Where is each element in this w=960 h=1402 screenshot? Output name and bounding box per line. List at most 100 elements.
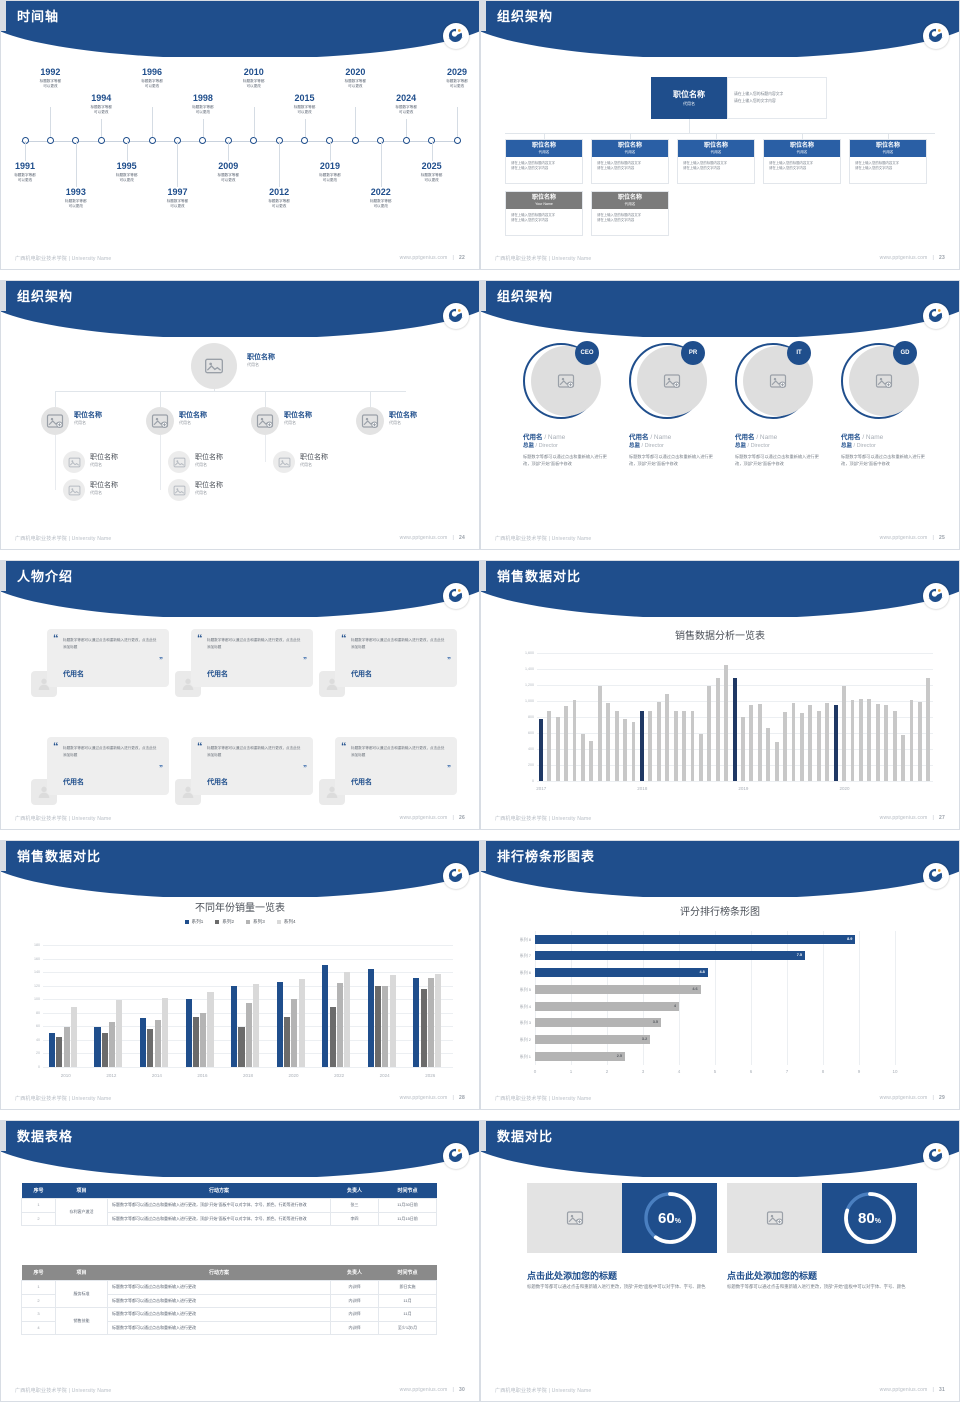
org-box[interactable]: 职位名称 代用名 请在上输入您的标题内容文字 请在上输入您的文字内容	[505, 139, 583, 184]
timeline-dot[interactable]	[301, 137, 309, 144]
table-row[interactable]: 1 存利客户激活 标题数字等都可以通过点击和重新输入进行更改，顶部“开始”面板中可以…	[21, 1198, 437, 1226]
quote-card[interactable]: “ 标题数字等都可以通过点击和重新输入进行更改，点击此处添加标题” 代用名	[335, 629, 457, 687]
legend-item[interactable]: 系列1	[184, 919, 203, 925]
bar	[336, 982, 343, 1067]
bar	[757, 704, 762, 781]
timeline-item-top[interactable]: 1998 标题数字等都 可以更改	[170, 93, 236, 115]
slide-timeline: 时间轴 1992 标题数字等都 可以更改 1994 标题数字等都 可以更改 1996 标题数字…	[0, 0, 480, 270]
timeline-dot[interactable]	[199, 137, 207, 144]
timeline-axis	[21, 141, 461, 142]
org-root-name: 职位名称	[673, 90, 705, 99]
timeline-item-bottom[interactable]: 1995 标题数字等都 可以更改	[94, 161, 160, 183]
table-row[interactable]: 4 标题数字等都可以通过点击和重新输入进行更改 内训师 至少1次/月	[21, 1320, 437, 1335]
org-node-sub-level[interactable]: 职位名称 代用名	[90, 453, 118, 468]
timeline-dot[interactable]	[46, 137, 54, 144]
timeline-item-bottom[interactable]: 2019 标题数字等都 可以更改	[297, 161, 363, 183]
timeline-item-top[interactable]: 2020 标题数字等都 可以更改	[322, 67, 388, 89]
timeline-dot[interactable]	[351, 137, 359, 144]
org-node-sub-level[interactable]: 职位名称 代用名	[195, 481, 223, 496]
timeline-item-top[interactable]: 2029 标题数字等都 可以更改	[424, 67, 479, 89]
timeline-year: 2012	[269, 187, 290, 197]
legend-swatch	[215, 920, 220, 924]
timeline-dot[interactable]	[148, 137, 156, 144]
org-node-sub-level[interactable]: 职位名称 代用名	[195, 453, 223, 468]
bar	[606, 702, 611, 781]
cell-owner: 内训师	[330, 1320, 379, 1335]
timeline-item-top[interactable]: 2015 标题数字等都 可以更改	[272, 93, 338, 115]
table-row[interactable]: 3 销售技能 标题数字等都可以通过点击和重新输入进行更改 内训师 11月	[21, 1307, 437, 1335]
bar-category-label: 系列 3	[519, 1020, 531, 1026]
quote-author: 代用名	[351, 779, 372, 786]
bar	[56, 1036, 63, 1067]
org-node-sub-level[interactable]: 职位名称 代用名	[300, 453, 328, 468]
footer-url: www.pptgenius.com	[879, 1387, 928, 1393]
org-root-box[interactable]: 职位名称 代用名	[651, 77, 727, 119]
action-table-secondary[interactable]: 序号 项目 行动方案 负责人 时间节点 1 服务标准 标题数字等都可以通过点击和重新输入进行更…	[21, 1265, 437, 1335]
table-row[interactable]: 2 标题数字等都可以通过点击和重新输入进行更改，顶部“开始”面板中可以对字体、字号…	[21, 1211, 437, 1226]
timeline-item-top[interactable]: 1992 标题数字等都 可以更改	[17, 67, 83, 89]
timeline-item-bottom[interactable]: 2022 标题数字等都 可以更改	[348, 187, 414, 209]
timeline-item-bottom[interactable]: 2009 标题数字等都 可以更改	[195, 161, 261, 183]
timeline-item-bottom[interactable]: 1997 标题数字等都 可以更改	[144, 187, 210, 209]
legend-item[interactable]: 系列2	[215, 919, 234, 925]
footer: 广西机电职业技术学院 | University Name www.pptgeni…	[15, 815, 465, 822]
quote-author: 代用名	[351, 671, 372, 678]
action-table-primary[interactable]: 序号 项目 行动方案 负责人 时间节点 1 存利客户激活 标题数字等都可以通过点击和重新输入进…	[21, 1183, 437, 1226]
org-box-desc: 请在上输入您的标题内容文字 请在上输入您的文字内容	[855, 161, 900, 170]
bar	[63, 1027, 70, 1067]
org-connector	[265, 391, 266, 407]
legend-item[interactable]: 系列4	[276, 919, 296, 925]
timeline-item-bottom[interactable]: 2025 标题数字等都 可以更改	[399, 161, 465, 183]
timeline-item-bottom[interactable]: 1991 标题数字等都 可以更改	[1, 161, 58, 183]
bar	[231, 985, 238, 1067]
quote-card[interactable]: “ 标题数字等都可以通过点击和重新输入进行更改，点击此处添加标题” 代用名	[335, 737, 457, 795]
bar	[382, 985, 389, 1067]
org-node[interactable]: 职位名称 代用名	[74, 411, 102, 426]
org-node-sub-level[interactable]: 职位名称 代用名	[90, 481, 118, 496]
timeline-item-top[interactable]: 2010 标题数字等都 可以更改	[221, 67, 287, 89]
org-box-name: 职位名称	[617, 142, 642, 149]
org-box-secondary[interactable]: 职位名称 代用名 请在上输入您的标题内容文字 请在上输入您的文字内容	[591, 191, 669, 236]
quote-card[interactable]: “ 标题数字等都可以通过点击和重新输入进行更改，点击此处添加标题” 代用名	[191, 737, 313, 795]
table-row[interactable]: 1 服务标准 标题数字等都可以通过点击和重新输入进行更改 内训师 即日实施	[21, 1280, 437, 1308]
cell-plan: 标题数字等都可以通过点击和重新输入进行更改	[107, 1280, 331, 1295]
timeline-item-bottom[interactable]: 2012 标题数字等都 可以更改	[246, 187, 312, 209]
timeline-item-top[interactable]: 2024 标题数字等都 可以更改	[373, 93, 439, 115]
quote-card[interactable]: “ 标题数字等都可以通过点击和重新输入进行更改，点击此处添加标题” 代用名	[47, 737, 169, 795]
org-box-sub: 代用名	[796, 149, 808, 154]
bar	[623, 718, 627, 781]
bar	[101, 1033, 108, 1067]
quote-open-icon: “	[341, 741, 347, 753]
timeline-dot[interactable]	[97, 137, 105, 144]
timeline-dot[interactable]	[250, 137, 258, 144]
x-axis-label: 2016	[197, 1073, 208, 1078]
org-box[interactable]: 职位名称 代用名 请在上输入您的标题内容文字 请在上输入您的文字内容	[677, 139, 755, 184]
page-number: 28	[459, 1095, 465, 1101]
org-node[interactable]: 职位名称 代用名	[179, 411, 207, 426]
timeline-item-bottom[interactable]: 1993 标题数字等都 可以更改	[43, 187, 109, 209]
quote-card[interactable]: “ 标题数字等都可以通过点击和重新输入进行更改，点击此处添加标题” 代用名	[191, 629, 313, 687]
org-box-sub: 代用名	[538, 149, 550, 154]
chart-title: 销售数据分析一览表	[675, 631, 765, 642]
timeline-item-top[interactable]: 1994 标题数字等都 可以更改	[68, 93, 134, 115]
bar	[614, 710, 619, 781]
quote-card[interactable]: “ 标题数字等都可以通过点击和重新输入进行更改，点击此处添加标题” 代用名	[47, 629, 169, 687]
timeline-dot[interactable]	[402, 137, 410, 144]
footer-url: www.pptgenius.com	[399, 1095, 448, 1101]
org-box-secondary[interactable]: 职位名称 Your Name 请在上输入您的标题内容文字 请在上输入您的文字内容	[505, 191, 583, 236]
org-connector	[265, 435, 266, 462]
person-role-en: / Director	[747, 443, 770, 449]
quote-open-icon: “	[53, 741, 59, 753]
org-box[interactable]: 职位名称 代用名 请在上输入您的标题内容文字 请在上输入您的文字内容	[763, 139, 841, 184]
timeline-item-top[interactable]: 1996 标题数字等都 可以更改	[119, 67, 185, 89]
org-box[interactable]: 职位名称 代用名 请在上输入您的标题内容文字 请在上输入您的文字内容	[591, 139, 669, 184]
table-header-cell: 行动方案	[107, 1183, 331, 1199]
org-node[interactable]: 职位名称 代用名	[284, 411, 312, 426]
timeline-dot[interactable]	[453, 137, 461, 144]
org-root[interactable]: 职位名称 代用名	[247, 353, 275, 368]
org-node[interactable]: 职位名称 代用名	[389, 411, 417, 426]
org-box-name: 职位名称	[531, 142, 556, 149]
table-row[interactable]: 2 标题数字等都可以通过点击和重新输入进行更改 内训师 11月	[21, 1293, 437, 1308]
org-box[interactable]: 职位名称 代用名 请在上输入您的标题内容文字 请在上输入您的文字内容	[849, 139, 927, 184]
legend-item[interactable]: 系列3	[246, 919, 265, 925]
